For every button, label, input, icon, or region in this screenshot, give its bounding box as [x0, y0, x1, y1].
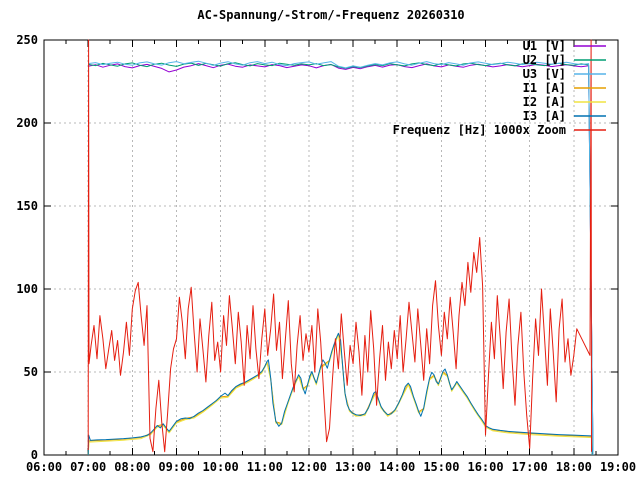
x-axis-label: 16:00 [467, 460, 503, 474]
x-axis-label: 19:00 [600, 460, 636, 474]
x-axis-label: 09:00 [158, 460, 194, 474]
series-line-u3 [88, 60, 594, 456]
legend-entry-i3: I3 [A] [523, 109, 606, 123]
series-line-freq [87, 39, 592, 453]
legend-label-freq: Frequenz [Hz] 1000x Zoom [393, 123, 566, 137]
series-line-i1 [87, 333, 593, 456]
legend-entry-freq: Frequenz [Hz] 1000x Zoom [393, 123, 606, 137]
x-axis-label: 12:00 [291, 460, 327, 474]
legend-label-i3: I3 [A] [523, 109, 566, 123]
legend-entry-u2: U2 [V] [523, 53, 606, 67]
legend-label-u1: U1 [V] [523, 39, 566, 53]
legend-entry-i1: I1 [A] [523, 81, 606, 95]
legend-label-i2: I2 [A] [523, 95, 566, 109]
series-line-i3 [87, 332, 593, 456]
x-axis-label: 15:00 [423, 460, 459, 474]
x-axis-label: 08:00 [114, 460, 150, 474]
x-axis-label: 17:00 [512, 460, 548, 474]
legend-entry-u3: U3 [V] [523, 67, 606, 81]
chart-title: AC-Spannung/-Strom/-Frequenz 20260310 [197, 8, 465, 22]
y-axis-label: 250 [16, 33, 38, 47]
x-axis-label: 14:00 [379, 460, 415, 474]
x-axis-label: 11:00 [247, 460, 283, 474]
x-axis-label: 13:00 [335, 460, 371, 474]
x-axis-label: 07:00 [70, 460, 106, 474]
series-line-i2 [87, 334, 593, 456]
series-line-u2 [88, 62, 594, 456]
y-axis-label: 0 [31, 448, 38, 462]
x-axis-label: 06:00 [26, 460, 62, 474]
legend-entry-i2: I2 [A] [523, 95, 606, 109]
y-axis-label: 50 [24, 365, 38, 379]
legend-label-i1: I1 [A] [523, 81, 566, 95]
y-axis-label: 100 [16, 282, 38, 296]
y-axis-label: 200 [16, 116, 38, 130]
legend-entry-u1: U1 [V] [523, 39, 606, 53]
y-axis-label: 150 [16, 199, 38, 213]
legend-label-u2: U2 [V] [523, 53, 566, 67]
x-axis-label: 10:00 [203, 460, 239, 474]
legend-label-u3: U3 [V] [523, 67, 566, 81]
x-axis-label: 18:00 [556, 460, 592, 474]
